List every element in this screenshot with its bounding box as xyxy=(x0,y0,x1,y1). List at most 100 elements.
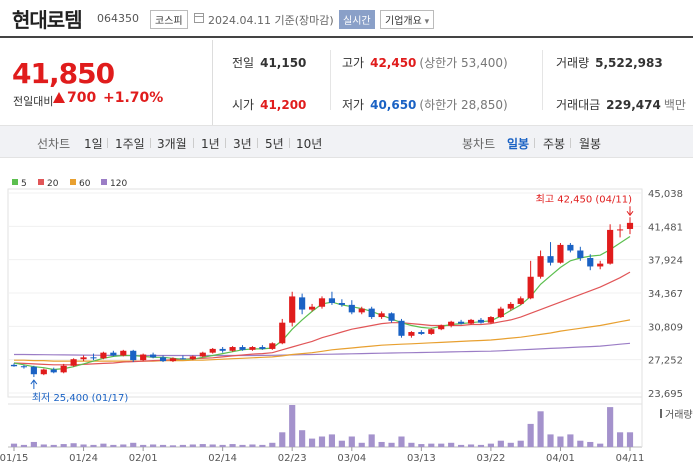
stat-high: 고가 42,450 (상한가 53,400) xyxy=(342,54,508,71)
volume-bar xyxy=(140,444,147,447)
volume-bar xyxy=(90,444,97,447)
candle-body xyxy=(527,276,534,299)
stat-value: 40,650 xyxy=(370,98,417,112)
volume-bar xyxy=(507,442,514,447)
legend-label: 60 xyxy=(79,179,91,189)
amount-unit: 백만 xyxy=(663,98,686,112)
candle-body xyxy=(70,359,77,366)
candle-body xyxy=(438,325,445,330)
candle-body xyxy=(458,321,465,324)
candle-body xyxy=(209,348,216,353)
volume-bar xyxy=(626,432,634,447)
volume-bar xyxy=(527,423,534,447)
period-1y[interactable]: 1년 xyxy=(201,137,220,151)
y-tick-label: 45,038 xyxy=(648,189,683,200)
volume-bar xyxy=(259,444,266,447)
stock-header: 현대로템 064350 코스피 2024.04.11 기준(장마감) 실시간 기… xyxy=(0,0,693,38)
company-overview-dropdown[interactable]: 기업개요 xyxy=(380,10,435,29)
volume-bar xyxy=(318,436,326,447)
y-tick-label: 30,809 xyxy=(648,322,683,333)
separator xyxy=(193,138,194,148)
volume-bar xyxy=(616,432,624,447)
volume-bar xyxy=(110,444,117,447)
volume-bar xyxy=(249,444,256,447)
period-10y[interactable]: 10년 xyxy=(296,137,323,151)
volume-bar xyxy=(159,444,167,447)
volume-bar xyxy=(150,444,157,447)
candle-body xyxy=(537,256,544,277)
candle-daily[interactable]: 일봉 xyxy=(507,137,530,151)
candle-body xyxy=(398,320,405,336)
upper-limit-note: (상한가 53,400) xyxy=(419,56,508,70)
date-value: 2024.04.11 xyxy=(208,14,271,27)
volume-bar xyxy=(70,443,77,447)
period-3m[interactable]: 3개월 xyxy=(157,137,187,151)
volume-bar xyxy=(179,444,186,447)
period-3y[interactable]: 3년 xyxy=(233,137,252,151)
stat-value: 5,522,983 xyxy=(595,56,663,70)
candle-weekly[interactable]: 주봉 xyxy=(543,137,566,151)
volume-bar xyxy=(557,436,564,447)
separator xyxy=(289,138,290,148)
volume-bar xyxy=(577,440,584,447)
period-5y[interactable]: 5년 xyxy=(265,137,284,151)
legend-swatch xyxy=(101,179,107,185)
x-tick-label: 01/24 xyxy=(69,453,98,464)
period-1d[interactable]: 1일 xyxy=(84,137,103,151)
price-summary: 41,850 전일대비 700 +1.70% xyxy=(0,40,212,125)
candle-body xyxy=(467,319,475,324)
volume-bar xyxy=(567,434,574,447)
volume-bar xyxy=(348,436,355,447)
volume-bar xyxy=(20,444,28,447)
candle-body xyxy=(368,308,375,318)
candle-body xyxy=(616,229,624,231)
line-chart-label: 선차트 xyxy=(37,137,71,151)
candle-body xyxy=(328,298,336,303)
candle-body xyxy=(140,354,147,361)
volume-label-marker xyxy=(660,409,662,418)
stat-prev-close: 전일 41,150 xyxy=(232,54,306,71)
volume-bar xyxy=(100,443,107,447)
y-tick-label: 41,481 xyxy=(648,222,683,233)
candle-body xyxy=(20,366,28,368)
volume-bar xyxy=(308,438,316,447)
volume-bar xyxy=(358,442,365,447)
candle-body xyxy=(358,308,365,313)
high-arrowhead xyxy=(626,210,634,217)
realtime-button[interactable]: 실시간 xyxy=(339,10,375,29)
candle-body xyxy=(10,364,18,367)
candle-monthly[interactable]: 월봉 xyxy=(579,137,602,151)
divider xyxy=(542,50,543,110)
volume-bar xyxy=(537,411,544,447)
candle-body xyxy=(219,348,226,351)
up-triangle-icon xyxy=(53,92,65,103)
candle-body xyxy=(60,365,67,373)
candle-body xyxy=(308,306,316,310)
volume-bar xyxy=(587,441,594,447)
volume-bar xyxy=(418,444,425,447)
low-arrowhead xyxy=(30,379,38,385)
legend-ma60: 60 xyxy=(70,179,90,189)
separator xyxy=(107,138,108,148)
separator xyxy=(150,138,151,148)
volume-bar xyxy=(269,442,276,447)
price-chart[interactable]: 45,038 41,481 37,924 34,367 30,809 27,252 23,6… xyxy=(0,183,693,467)
candle-body xyxy=(557,244,564,263)
y-tick-label: 23,695 xyxy=(648,389,683,400)
volume-bar xyxy=(607,407,614,447)
legend-ma5: 5 xyxy=(12,179,27,189)
change-label: 전일대비 xyxy=(13,95,54,108)
candle-body xyxy=(269,343,276,349)
candle-body xyxy=(348,304,355,313)
stat-value: 229,474 xyxy=(606,98,661,112)
candle-body xyxy=(378,313,385,318)
x-tick-label: 02/23 xyxy=(278,453,307,464)
candle-body xyxy=(477,319,485,323)
chart-toolbar: 선차트 1일 1주일 3개월 1년 3년 5년 10년 봉차트 일봉 주봉 월봉 xyxy=(0,125,693,158)
candle-body xyxy=(547,256,554,263)
x-tick-label: 02/01 xyxy=(129,453,158,464)
legend-label: 120 xyxy=(110,179,128,189)
candle-body xyxy=(169,358,177,362)
candle-body xyxy=(448,321,455,326)
period-1w[interactable]: 1주일 xyxy=(115,137,145,151)
